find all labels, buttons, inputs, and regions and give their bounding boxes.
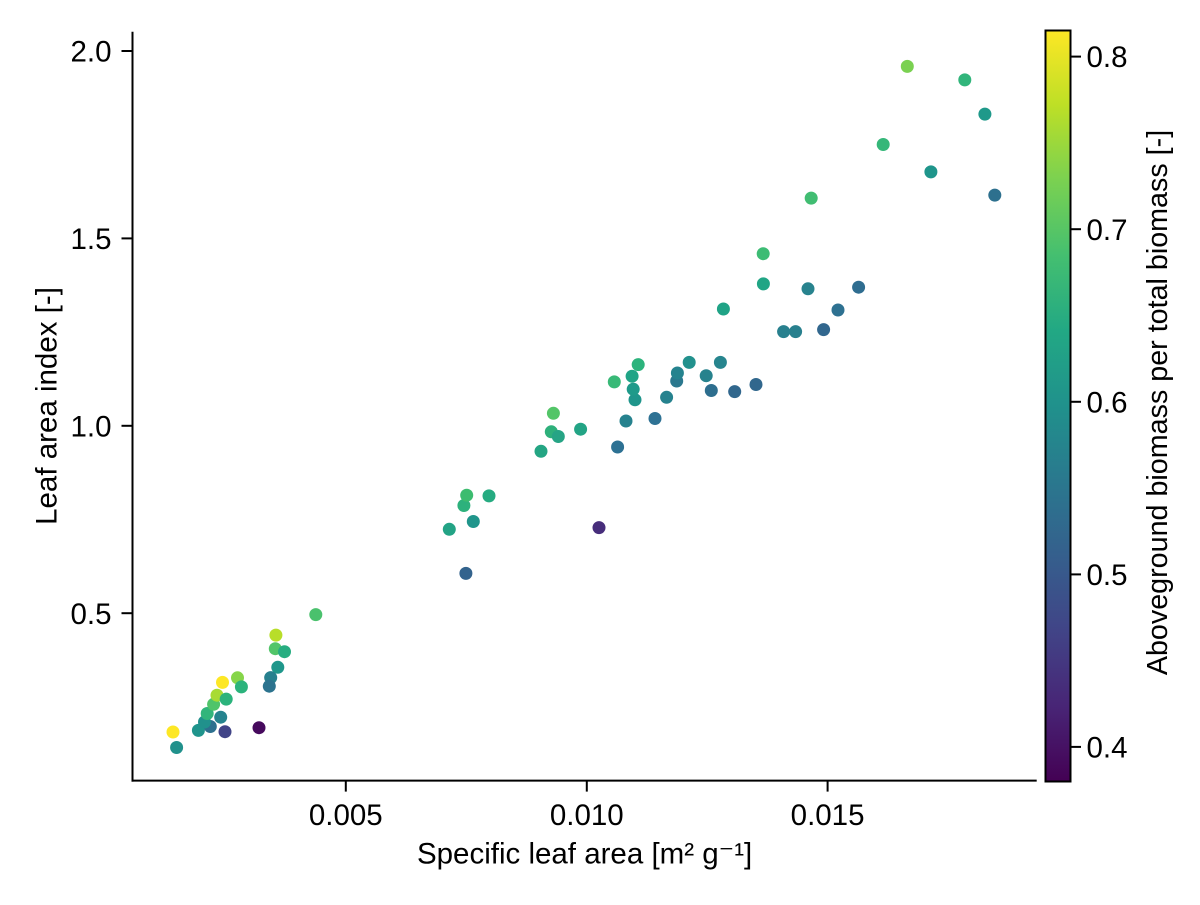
svg-text:0.5: 0.5 [70,598,111,631]
svg-text:1.5: 1.5 [70,223,111,256]
svg-text:0.015: 0.015 [791,799,865,832]
svg-text:0.010: 0.010 [550,799,624,832]
svg-text:Leaf area index [-]: Leaf area index [-] [31,287,64,525]
svg-text:2.0: 2.0 [70,36,111,69]
svg-text:Specific leaf area [m² g⁻¹]: Specific leaf area [m² g⁻¹] [417,838,752,871]
svg-text:0.005: 0.005 [309,799,383,832]
svg-text:0.5: 0.5 [1087,559,1128,592]
svg-text:0.7: 0.7 [1087,214,1128,247]
svg-text:0.8: 0.8 [1087,41,1128,74]
svg-text:Aboveground biomass per total: Aboveground biomass per total biomass [-… [1142,130,1174,675]
svg-text:0.6: 0.6 [1087,386,1128,419]
svg-text:1.0: 1.0 [70,410,111,443]
svg-text:0.4: 0.4 [1087,732,1128,765]
